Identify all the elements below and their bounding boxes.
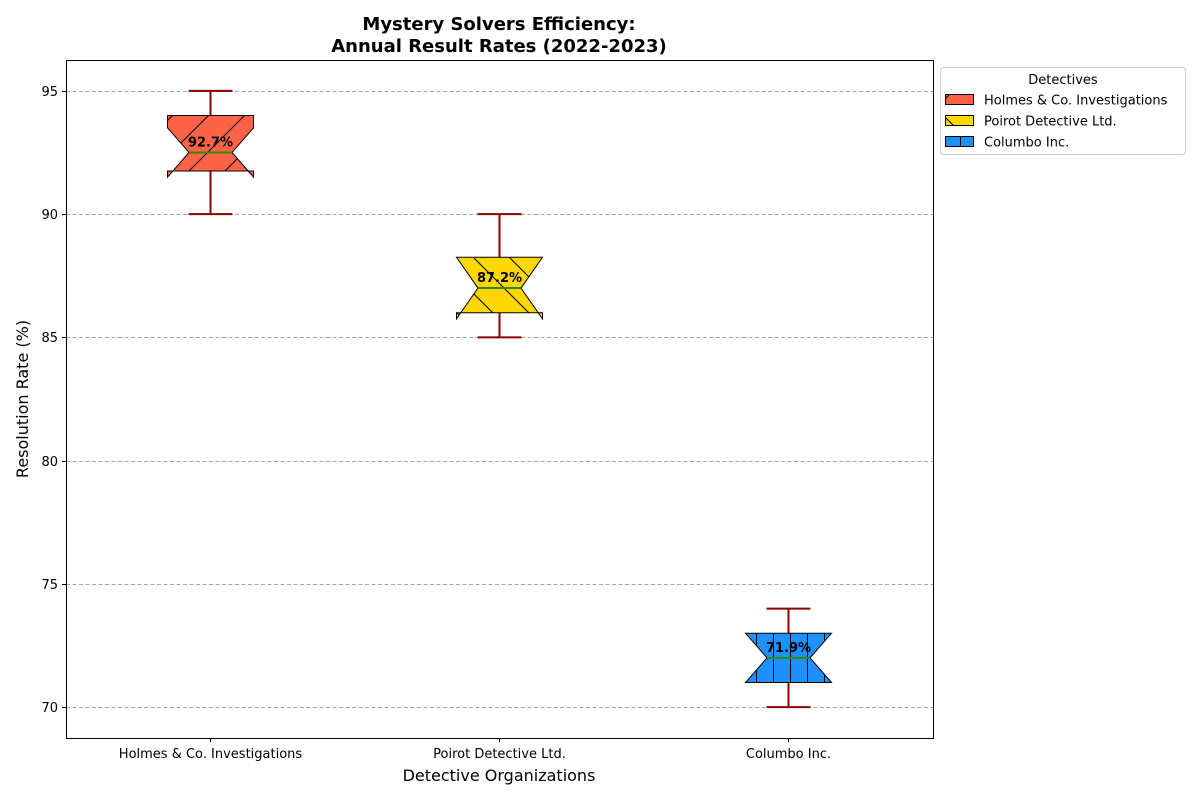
- legend-swatch-outline: [945, 115, 974, 126]
- box-outline: [167, 114, 254, 179]
- x-tick-label: Holmes & Co. Investigations: [119, 747, 303, 762]
- legend-label: Poirot Detective Ltd.: [984, 115, 1117, 130]
- x-axis-label: Detective Organizations: [403, 766, 596, 785]
- legend-frame: [940, 67, 1186, 155]
- mean-label: 92.7%: [188, 135, 233, 150]
- legend-item: Holmes & Co. Investigations: [945, 94, 1168, 109]
- box-3: 71.9%: [744, 607, 833, 709]
- box-2: 87.2%: [455, 213, 544, 339]
- x-tick-label: Poirot Detective Ltd.: [433, 747, 566, 762]
- chart-title-line2: Annual Result Rates (2022-2023): [331, 36, 667, 57]
- legend-title: Detectives: [1028, 73, 1098, 88]
- plot-frame: [66, 60, 934, 739]
- legend-label: Holmes & Co. Investigations: [984, 94, 1168, 109]
- y-tick-label: 85: [41, 331, 58, 346]
- y-tick-label: 75: [41, 578, 58, 593]
- box-series: 92.7% 87.2% 71.9%: [167, 89, 833, 709]
- chart-title-line1: Mystery Solvers Efficiency:: [362, 14, 635, 35]
- x-tick-label: Columbo Inc.: [746, 747, 831, 762]
- legend-item: Columbo Inc.: [945, 136, 1069, 151]
- y-axis-label: Resolution Rate (%): [13, 320, 32, 478]
- grid-lines: [66, 91, 933, 708]
- y-tick-label: 95: [41, 85, 58, 100]
- y-tick-label: 80: [41, 455, 58, 470]
- y-tick-label: 90: [41, 208, 58, 223]
- y-axis-ticks: 70 75 80 85 90 95: [41, 85, 66, 716]
- y-tick-label: 70: [41, 701, 58, 716]
- legend-item: Poirot Detective Ltd.: [945, 115, 1117, 130]
- legend-label: Columbo Inc.: [984, 136, 1069, 151]
- x-axis-ticks: Holmes & Co. Investigations Poirot Detect…: [119, 738, 831, 762]
- legend-swatch-outline: [945, 94, 974, 105]
- legend: Detectives Holmes & Co. Investigations Po…: [940, 67, 1186, 155]
- mean-label: 87.2%: [477, 271, 522, 286]
- legend-swatch-outline: [945, 136, 974, 147]
- mean-label: 71.9%: [766, 641, 811, 656]
- box-1: 92.7%: [167, 89, 254, 216]
